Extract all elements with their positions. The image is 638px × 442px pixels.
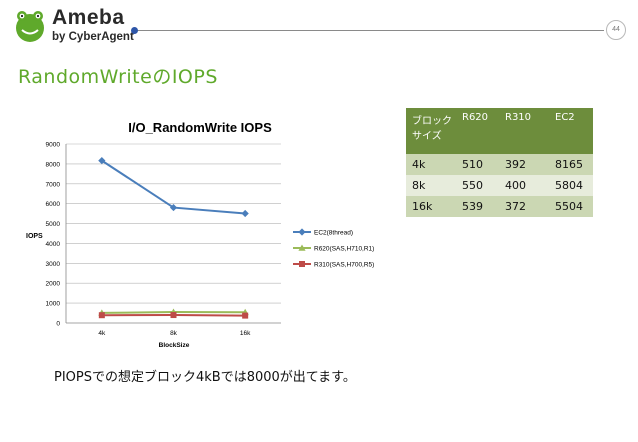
table-cell: 392 (499, 154, 549, 175)
slide-title: RandomWriteのIOPS (18, 66, 218, 88)
table-row: 8k 550 400 5804 (406, 175, 593, 196)
header-divider (134, 30, 604, 31)
table-cell: 400 (499, 175, 549, 196)
table-header-row: ブロックサイズ R620 R310 EC2 (406, 108, 593, 154)
iops-table: ブロックサイズ R620 R310 EC2 4k 510 392 8165 8k… (406, 108, 593, 217)
y-tick-label: 6000 (46, 201, 61, 208)
data-point (241, 209, 249, 218)
series-group (98, 157, 249, 218)
legend-label: R620(SAS,H710,R1) (314, 246, 374, 253)
data-point (242, 312, 249, 319)
legend-item: EC2(8thread) (293, 228, 353, 237)
header-dot (131, 27, 138, 34)
table-cell: 16k (406, 196, 456, 217)
data-point (98, 312, 105, 319)
summary-note: PIOPSでの想定ブロック4kBでは8000が出てます。 (54, 370, 356, 385)
chart-series (98, 157, 249, 319)
x-axis-label: BlockSize (159, 342, 190, 349)
ameba-logo: Ameba by CyberAgent (12, 6, 152, 48)
y-tick-label: 8000 (46, 161, 61, 168)
data-point (170, 312, 177, 319)
y-tick-label: 9000 (46, 142, 61, 149)
legend-label: EC2(8thread) (314, 230, 353, 237)
chart-gridlines (66, 143, 281, 304)
legend-item: R620(SAS,H710,R1) (293, 244, 374, 253)
iops-line-chart: I/O_RandomWrite IOPS 0 1000 2000 3000 4000 50… (26, 120, 374, 349)
table-header-cell: R620 (456, 108, 499, 154)
data-point (298, 244, 306, 251)
data-point (299, 261, 305, 267)
data-point (98, 157, 106, 165)
table-header-cell: ブロックサイズ (406, 108, 456, 154)
data-point (298, 228, 306, 236)
table-cell: 5504 (549, 196, 593, 217)
table-row: 4k 510 392 8165 (406, 154, 593, 175)
y-axis-ticks: 0 1000 2000 3000 4000 5000 6000 7000 8000 9000 (46, 142, 61, 328)
table-cell: 4k (406, 154, 456, 175)
table-cell: 550 (456, 175, 499, 196)
y-tick-label: 5000 (46, 221, 61, 228)
series-group (98, 312, 249, 319)
table-cell: 372 (499, 196, 549, 217)
table-cell: 5804 (549, 175, 593, 196)
table-header-cell: EC2 (549, 108, 593, 154)
x-tick-label: 4k (98, 330, 106, 337)
brand-name: Ameba (52, 6, 125, 29)
table-cell: 8k (406, 175, 456, 196)
chart-legend: EC2(8thread) R620(SAS,H710,R1) R310(SAS,H7… (293, 228, 374, 269)
table-header-cell: R310 (499, 108, 549, 154)
y-tick-label: 1000 (46, 301, 61, 308)
table-cell: 8165 (549, 154, 593, 175)
y-tick-label: 4000 (46, 241, 61, 248)
y-tick-label: 0 (56, 321, 60, 328)
chart-title: I/O_RandomWrite IOPS (128, 120, 272, 135)
x-axis-ticks: 4k 8k 16k (98, 330, 251, 337)
legend-label: R310(SAS,H700,R5) (314, 262, 374, 269)
data-point (169, 203, 178, 212)
page-number: 44 (606, 20, 626, 40)
table-cell: 510 (456, 154, 499, 175)
x-tick-label: 16k (240, 330, 251, 337)
y-tick-label: 2000 (46, 281, 61, 288)
y-tick-label: 7000 (46, 181, 61, 188)
legend-item: R310(SAS,H700,R5) (293, 261, 374, 269)
table-row: 16k 539 372 5504 (406, 196, 593, 217)
x-tick-label: 8k (170, 330, 178, 337)
y-tick-label: 3000 (46, 261, 61, 268)
table-cell: 539 (456, 196, 499, 217)
frog-mascot-icon (16, 11, 44, 42)
y-axis-label: IOPS (26, 233, 43, 240)
brand-subtitle: by CyberAgent (52, 31, 134, 43)
